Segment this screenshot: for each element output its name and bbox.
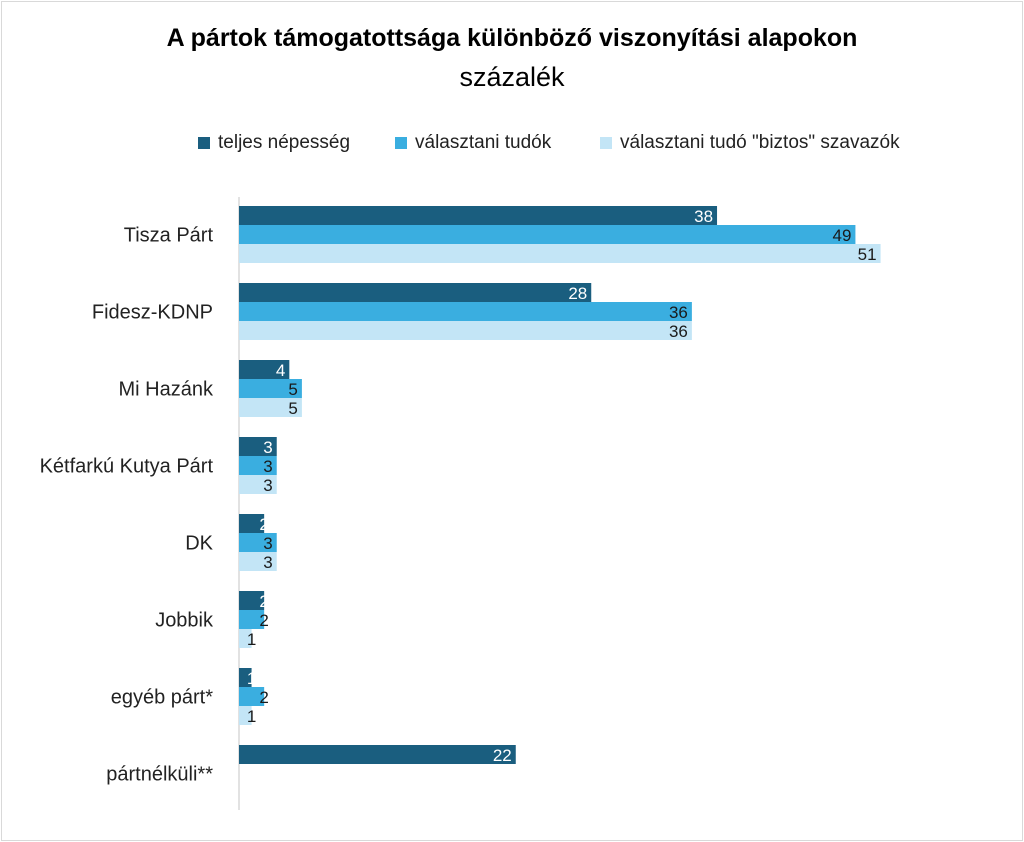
category-label: Mi Hazánk [119, 379, 214, 401]
data-label: 28 [568, 284, 587, 303]
category-label: Tisza Párt [124, 225, 214, 247]
bar [239, 225, 856, 244]
data-label: 38 [694, 207, 713, 226]
data-label: 2 [259, 515, 268, 534]
category-label: DK [185, 533, 213, 555]
data-label: 2 [259, 592, 268, 611]
bar [239, 283, 592, 302]
bar [239, 552, 277, 571]
legend-swatch [395, 137, 407, 149]
bar [239, 398, 302, 417]
data-label: 3 [263, 438, 272, 457]
category-label: egyéb párt* [111, 687, 214, 709]
bar [239, 533, 277, 552]
bar [239, 437, 277, 456]
bar [239, 745, 516, 764]
data-label: 3 [263, 457, 272, 476]
legend-label: választani tudó "biztos" szavazók [620, 132, 900, 153]
data-label: 2 [259, 688, 268, 707]
legend-swatch [198, 137, 210, 149]
data-label: 36 [669, 303, 688, 322]
data-label: 3 [263, 476, 272, 495]
data-label: 1 [247, 630, 256, 649]
legend-item-valasztani-tudok: választani tudók [395, 132, 551, 154]
legend-item-biztos-szavazok: választani tudó "biztos" szavazók [600, 132, 900, 154]
data-label: 3 [263, 553, 272, 572]
bar [239, 360, 290, 379]
data-label: 22 [493, 746, 512, 765]
chart-title: A pártok támogatottsága különböző viszon… [166, 24, 858, 52]
bar [239, 514, 265, 533]
bar [239, 206, 718, 225]
data-label: 51 [858, 245, 877, 264]
data-label: 5 [288, 380, 297, 399]
category-label: pártnélküli** [106, 764, 213, 786]
legend-swatch [600, 137, 612, 149]
category-label: Jobbik [155, 610, 214, 632]
bar [239, 706, 252, 725]
data-label: 36 [669, 322, 688, 341]
bar [239, 687, 265, 706]
bar [239, 610, 265, 629]
data-label: 4 [276, 361, 285, 380]
data-label: 2 [259, 611, 268, 630]
bar [239, 475, 277, 494]
data-label: 1 [247, 669, 256, 688]
category-label: Kétfarkú Kutya Párt [40, 456, 214, 478]
bar [239, 456, 277, 475]
bar [239, 591, 265, 610]
bar [239, 379, 302, 398]
chart-subtitle: százalék [459, 62, 565, 92]
data-label: 3 [263, 534, 272, 553]
data-label: 5 [288, 399, 297, 418]
bar [239, 244, 881, 263]
legend-label: teljes népesség [218, 132, 351, 153]
bar [239, 629, 252, 648]
legend-item-teljes-nepesseg: teljes népesség [198, 132, 350, 154]
bar [239, 321, 692, 340]
category-label: Fidesz-KDNP [92, 302, 213, 324]
data-label: 49 [832, 226, 851, 245]
data-label: 1 [247, 707, 256, 726]
bar [239, 302, 692, 321]
legend: teljes népesség választani tudók választ… [0, 132, 1024, 158]
legend-label: választani tudók [415, 132, 552, 153]
bar [239, 668, 252, 687]
